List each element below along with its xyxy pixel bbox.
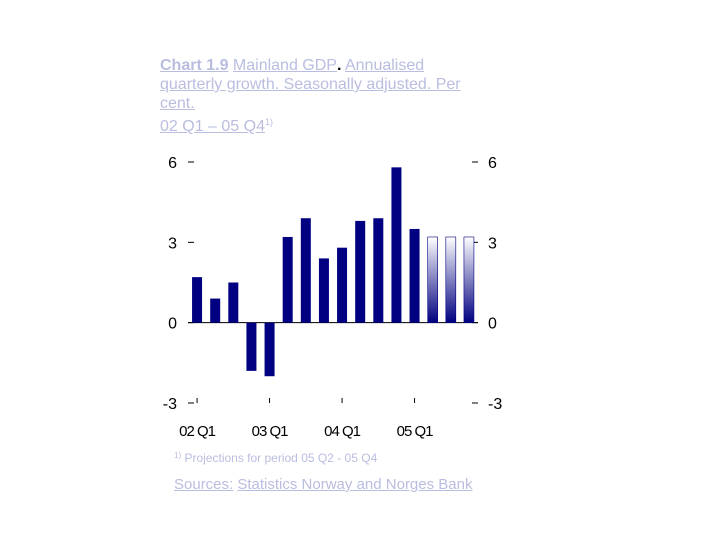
y-tick-label-left: 0 (168, 316, 177, 333)
y-tick-label-left: -3 (163, 396, 177, 413)
y-tick-label-left: 3 (168, 235, 177, 252)
chart-subtitle-1: Annualised (344, 57, 425, 74)
y-tick-label-right: 0 (488, 316, 497, 333)
x-tick-label: 05 Q1 (397, 423, 434, 440)
data-bar (355, 220, 366, 323)
data-bar (264, 322, 275, 377)
data-bar (391, 167, 402, 323)
x-tick-label: 03 Q1 (252, 423, 289, 440)
sources-line: Sources: Statistics Norway and Norges Ba… (174, 476, 472, 493)
chart-number: Chart 1.9 (160, 57, 229, 74)
chart-name: Mainland GDP (232, 57, 337, 74)
data-bar (192, 277, 203, 323)
chart-title: Chart 1.9 Mainland GDP. Annualised quart… (160, 56, 520, 136)
period-footnote-marker: 1) (264, 117, 273, 127)
projection-bar (463, 236, 475, 323)
chart-period: 02 Q1 – 05 Q4 (160, 118, 265, 135)
x-tick-label: 02 Q1 (179, 423, 216, 440)
sources-label: Sources: (174, 476, 234, 493)
x-tick-label: 04 Q1 (324, 423, 361, 440)
data-bar (337, 247, 348, 323)
footnote-marker: 1) (174, 451, 182, 460)
chart-labels: 6 63 30 0-3 -302 Q1 03 Q1 04 Q1 05 Q1 (163, 155, 503, 440)
data-bar (282, 236, 293, 323)
projection-bar (427, 236, 438, 323)
chart-subtitle-2: quarterly growth. Seasonally adjusted. P… (160, 76, 461, 93)
sources-text: Statistics Norway and Norges Bank (237, 476, 473, 493)
data-bar (373, 218, 384, 323)
chart-subtitle-3: cent. (160, 95, 195, 112)
data-bar (210, 298, 221, 323)
projection-bar (445, 236, 457, 323)
data-bar (246, 322, 257, 371)
title-separator: . (336, 57, 342, 74)
data-bar (300, 218, 311, 323)
data-bar (228, 282, 239, 323)
y-tick-label-right: 3 (488, 235, 497, 252)
y-tick-label-right: -3 (488, 396, 502, 413)
data-bar (318, 258, 329, 323)
y-tick-label-right: 6 (488, 155, 497, 172)
y-tick-label-left: 6 (168, 155, 177, 172)
data-bar (409, 228, 420, 323)
chart-bars (192, 167, 475, 377)
footnote-text: Projections for period 05 Q2 - 05 Q4 (184, 451, 378, 465)
footnote: 1) Projections for period 05 Q2 - 05 Q4 (174, 451, 377, 465)
